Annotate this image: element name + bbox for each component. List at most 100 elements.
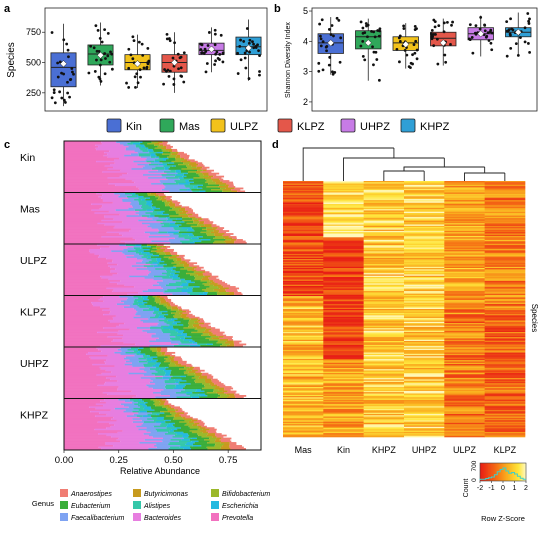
heatmap-cell bbox=[323, 369, 364, 371]
heatmap-cell bbox=[484, 241, 526, 243]
abundance-segment-Butyricimonas bbox=[187, 213, 193, 216]
abundance-segment-Bacteroides bbox=[102, 309, 136, 312]
abundance-segment-Anaerostipes bbox=[182, 309, 190, 312]
abundance-segment-Anaerostipes bbox=[172, 150, 178, 153]
abundance-segment-Faecalibacterium bbox=[125, 148, 141, 151]
jitter-point bbox=[99, 80, 103, 83]
abundance-segment-Escherichia bbox=[187, 228, 194, 231]
heatmap-cell bbox=[444, 379, 485, 381]
abundance-segment-Escherichia bbox=[168, 162, 175, 165]
heatmap-cell bbox=[323, 247, 364, 250]
abundance-segment-Bifidobacterium bbox=[207, 448, 221, 450]
heatmap-cell bbox=[484, 325, 526, 328]
abundance-segment-Alistipes bbox=[173, 227, 183, 229]
heatmap-cell bbox=[283, 352, 324, 355]
heatmap-cell bbox=[323, 351, 364, 353]
heatmap-cell bbox=[323, 259, 364, 261]
jitter-point bbox=[409, 61, 413, 65]
heatmap-cell bbox=[283, 260, 324, 262]
color-key-cell bbox=[506, 463, 508, 481]
heatmap-cell bbox=[444, 334, 485, 337]
abundance-segment-Anaerostipes bbox=[173, 359, 183, 362]
abundance-segment-Escherichia bbox=[182, 436, 189, 438]
abundance-segment-Bacteroides bbox=[92, 303, 117, 306]
abundance-segment-Faecalibacterium bbox=[122, 200, 139, 203]
genus-swatch-Bacteroides bbox=[133, 513, 141, 521]
abundance-segment-Bifidobacterium bbox=[180, 268, 188, 271]
abundance-segment-Anaerostipes bbox=[159, 142, 167, 145]
abundance-segment-Bifidobacterium bbox=[188, 325, 194, 328]
abundance-segment-Bifidobacterium bbox=[169, 154, 177, 157]
abundance-segment-Alistipes bbox=[129, 399, 140, 401]
heatmap-cell bbox=[404, 305, 445, 307]
abundance-segment-Anaerostipes bbox=[170, 251, 178, 254]
abundance-segment-Bacteroides bbox=[102, 392, 154, 394]
heatmap-cell bbox=[283, 375, 324, 378]
abundance-segment-Alistipes bbox=[164, 386, 176, 388]
abundance-segment-Faecalibacterium bbox=[136, 312, 153, 315]
abundance-segment-Bacteroides bbox=[131, 390, 161, 393]
abundance-segment-Bacteroides bbox=[104, 165, 145, 168]
jitter-point bbox=[327, 63, 331, 67]
jitter-point bbox=[66, 80, 69, 84]
abundance-segment-Bacteroides bbox=[94, 212, 136, 215]
heatmap-cell bbox=[484, 211, 526, 214]
mean-marker bbox=[514, 28, 522, 36]
abundance-segment-Bifidobacterium bbox=[202, 228, 207, 231]
abundance-segment-Alistipes bbox=[132, 410, 140, 413]
abundance-segment-Anaerostipes bbox=[233, 342, 240, 344]
abundance-segment-Bifidobacterium bbox=[173, 265, 184, 268]
jitter-point bbox=[329, 33, 333, 36]
heatmap-cell bbox=[404, 371, 445, 374]
abundance-segment-Bacteroides bbox=[110, 269, 149, 272]
abundance-segment-Prevotella bbox=[64, 436, 112, 438]
heatmap-cell bbox=[484, 383, 526, 385]
heatmap-cell bbox=[323, 271, 364, 274]
abundance-segment-Prevotella bbox=[64, 377, 107, 379]
abundance-segment-Prevotella bbox=[64, 189, 139, 191]
heatmap-cell bbox=[283, 188, 324, 191]
abundance-segment-Eubacterium bbox=[159, 207, 173, 210]
heatmap-cell bbox=[444, 357, 485, 360]
abundance-segment-Faecalibacterium bbox=[151, 227, 174, 229]
heatmap-cell bbox=[323, 282, 364, 284]
heatmap-cell bbox=[404, 310, 445, 312]
abundance-segment-Eubacterium bbox=[189, 183, 209, 185]
abundance-segment-Butyricimonas bbox=[199, 375, 207, 378]
abundance-segment-Eubacterium bbox=[194, 281, 207, 284]
heatmap-cell bbox=[444, 246, 485, 248]
heatmap-cell bbox=[404, 307, 445, 310]
heatmap-cell bbox=[444, 247, 485, 250]
abundance-segment-Butyricimonas bbox=[213, 230, 220, 232]
abundance-segment-Prevotella bbox=[64, 354, 108, 357]
heatmap-cell bbox=[363, 410, 405, 412]
abundance-segment-Bacteroides bbox=[108, 319, 141, 322]
heatmap-cell bbox=[323, 425, 364, 428]
color-key-cell bbox=[480, 463, 482, 481]
abundance-segment-Prevotella bbox=[64, 247, 101, 250]
abundance-segment-Bifidobacterium bbox=[186, 165, 192, 168]
abundance-segment-Anaerostipes bbox=[170, 303, 175, 306]
abundance-segment-Bifidobacterium bbox=[206, 186, 219, 188]
heatmap-cell bbox=[363, 252, 405, 255]
abundance-segment-Anaerostipes bbox=[202, 218, 209, 221]
jitter-point bbox=[202, 51, 206, 55]
legend-swatch-KLPZ bbox=[277, 118, 293, 133]
abundance-segment-Eubacterium bbox=[143, 195, 156, 198]
heatmap-cell bbox=[404, 355, 445, 357]
abundance-segment-Escherichia bbox=[173, 321, 181, 324]
heatmap-cell bbox=[484, 242, 526, 245]
abundance-segment-Bacteroides bbox=[116, 419, 142, 422]
heatmap-cell bbox=[283, 323, 324, 325]
abundance-segment-Bacteroides bbox=[91, 301, 124, 304]
heatmap-cell bbox=[283, 238, 324, 241]
heatmap-cell bbox=[444, 325, 485, 328]
abundance-segment-Bacteroides bbox=[109, 245, 134, 248]
heatmap-cell bbox=[323, 302, 364, 305]
abundance-segment-Alistipes bbox=[174, 434, 183, 437]
abundance-segment-Faecalibacterium bbox=[142, 222, 161, 225]
abundance-segment-Anaerostipes bbox=[220, 180, 230, 182]
heatmap-cell bbox=[484, 401, 526, 403]
jitter-point bbox=[433, 25, 437, 29]
heatmap-cell bbox=[283, 380, 324, 383]
